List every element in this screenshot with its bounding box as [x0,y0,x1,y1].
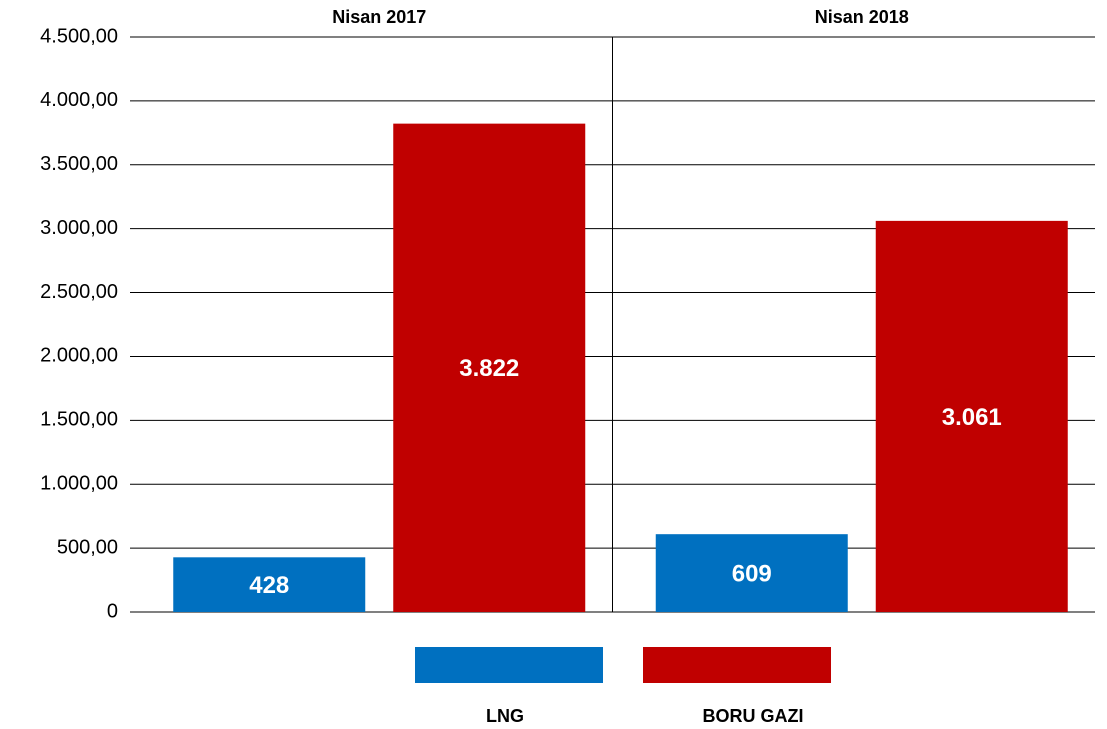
category-label: Nisan 2018 [815,7,909,27]
y-tick-label: 4.500,00 [40,25,118,47]
y-tick-label: 3.000,00 [40,217,118,239]
y-tick-label: 4.000,00 [40,89,118,111]
legend-label: LNG [486,706,524,726]
legend-label: BORU GAZI [703,706,804,726]
value-label: 3.822 [459,355,519,382]
bar [875,220,1068,612]
value-label: 609 [732,560,772,587]
y-tick-label: 2.500,00 [40,281,118,303]
y-tick-label: 0 [107,600,118,622]
legend-swatch [643,647,831,683]
y-tick-label: 500,00 [57,536,118,558]
legend-swatch [415,647,603,683]
bar [655,534,848,612]
y-tick-label: 2.000,00 [40,345,118,367]
value-label: 428 [249,572,289,599]
y-tick-label: 1.500,00 [40,409,118,431]
y-tick-label: 1.000,00 [40,473,118,495]
bar [173,557,366,612]
bar [393,123,586,612]
y-tick-label: 3.500,00 [40,153,118,175]
value-label: 3.061 [942,404,1002,431]
category-label: Nisan 2017 [332,7,426,27]
